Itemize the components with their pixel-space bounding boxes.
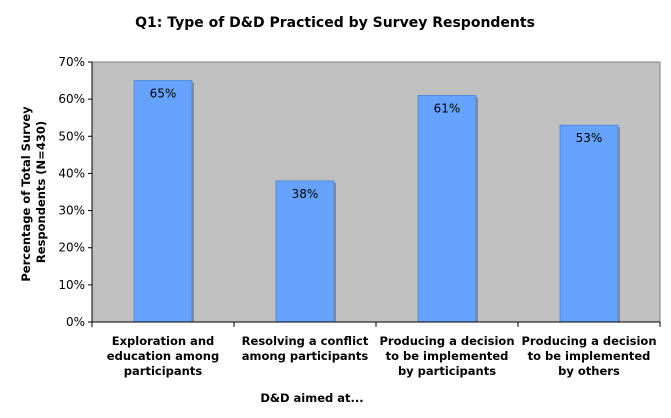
x-axis-title: D&D aimed at... — [260, 391, 363, 405]
x-tick-label-line: Producing a decision — [379, 334, 514, 348]
y-tick-label: 60% — [58, 92, 85, 106]
x-tick-label-line: participants — [124, 364, 203, 378]
x-tick-label-line: Exploration and — [112, 334, 215, 348]
y-tick-label: 10% — [58, 278, 85, 292]
bars — [133, 80, 620, 323]
y-axis-title-line-1: Percentage of Total Survey — [19, 106, 33, 282]
y-tick-label: 30% — [58, 204, 85, 218]
chart-title: Q1: Type of D&D Practiced by Survey Resp… — [135, 15, 535, 31]
y-tick-label: 50% — [58, 129, 85, 143]
data-labels: 65% 38% 61% 53% — [150, 87, 603, 201]
x-tick-label-line: education among — [107, 349, 219, 363]
data-label: 53% — [576, 131, 603, 145]
x-tick-label-line: by others — [558, 364, 620, 378]
bar — [275, 180, 335, 323]
x-tick-label: Producing a decision to be implemented by … — [379, 334, 514, 378]
x-tick-label-line: by participants — [398, 364, 496, 378]
y-axis-title-line-2: Respondents (N=430) — [34, 121, 48, 263]
x-tick-label-line: Resolving a conflict — [242, 334, 369, 348]
x-tick-label: Resolving a conflict among participants — [242, 334, 369, 363]
x-tick-label-line: to be implemented — [386, 349, 509, 363]
data-label: 38% — [292, 187, 319, 201]
y-tick-label: 40% — [58, 166, 85, 180]
bar — [417, 95, 477, 323]
x-tick-label-line: Producing a decision — [521, 334, 656, 348]
x-tick-label: Producing a decision to be implemented by … — [521, 334, 656, 378]
bar — [559, 124, 619, 323]
y-axis-ticks: 0% 10% 20% 30% 40% 50% 60% 70% — [58, 55, 92, 329]
y-tick-label: 20% — [58, 241, 85, 255]
y-axis-title: Percentage of Total Survey Respondents (… — [19, 102, 48, 281]
x-axis-ticks — [91, 322, 661, 327]
data-label: 61% — [434, 101, 461, 115]
y-tick-label: 70% — [58, 55, 85, 69]
data-label: 65% — [150, 87, 177, 101]
x-tick-label-line: among participants — [242, 349, 369, 363]
x-tick-label-line: to be implemented — [528, 349, 651, 363]
y-tick-label: 0% — [66, 315, 85, 329]
x-tick-label: Exploration and education among participan… — [107, 334, 219, 378]
category-labels: Exploration and education among participan… — [107, 334, 657, 378]
bar — [133, 80, 193, 323]
